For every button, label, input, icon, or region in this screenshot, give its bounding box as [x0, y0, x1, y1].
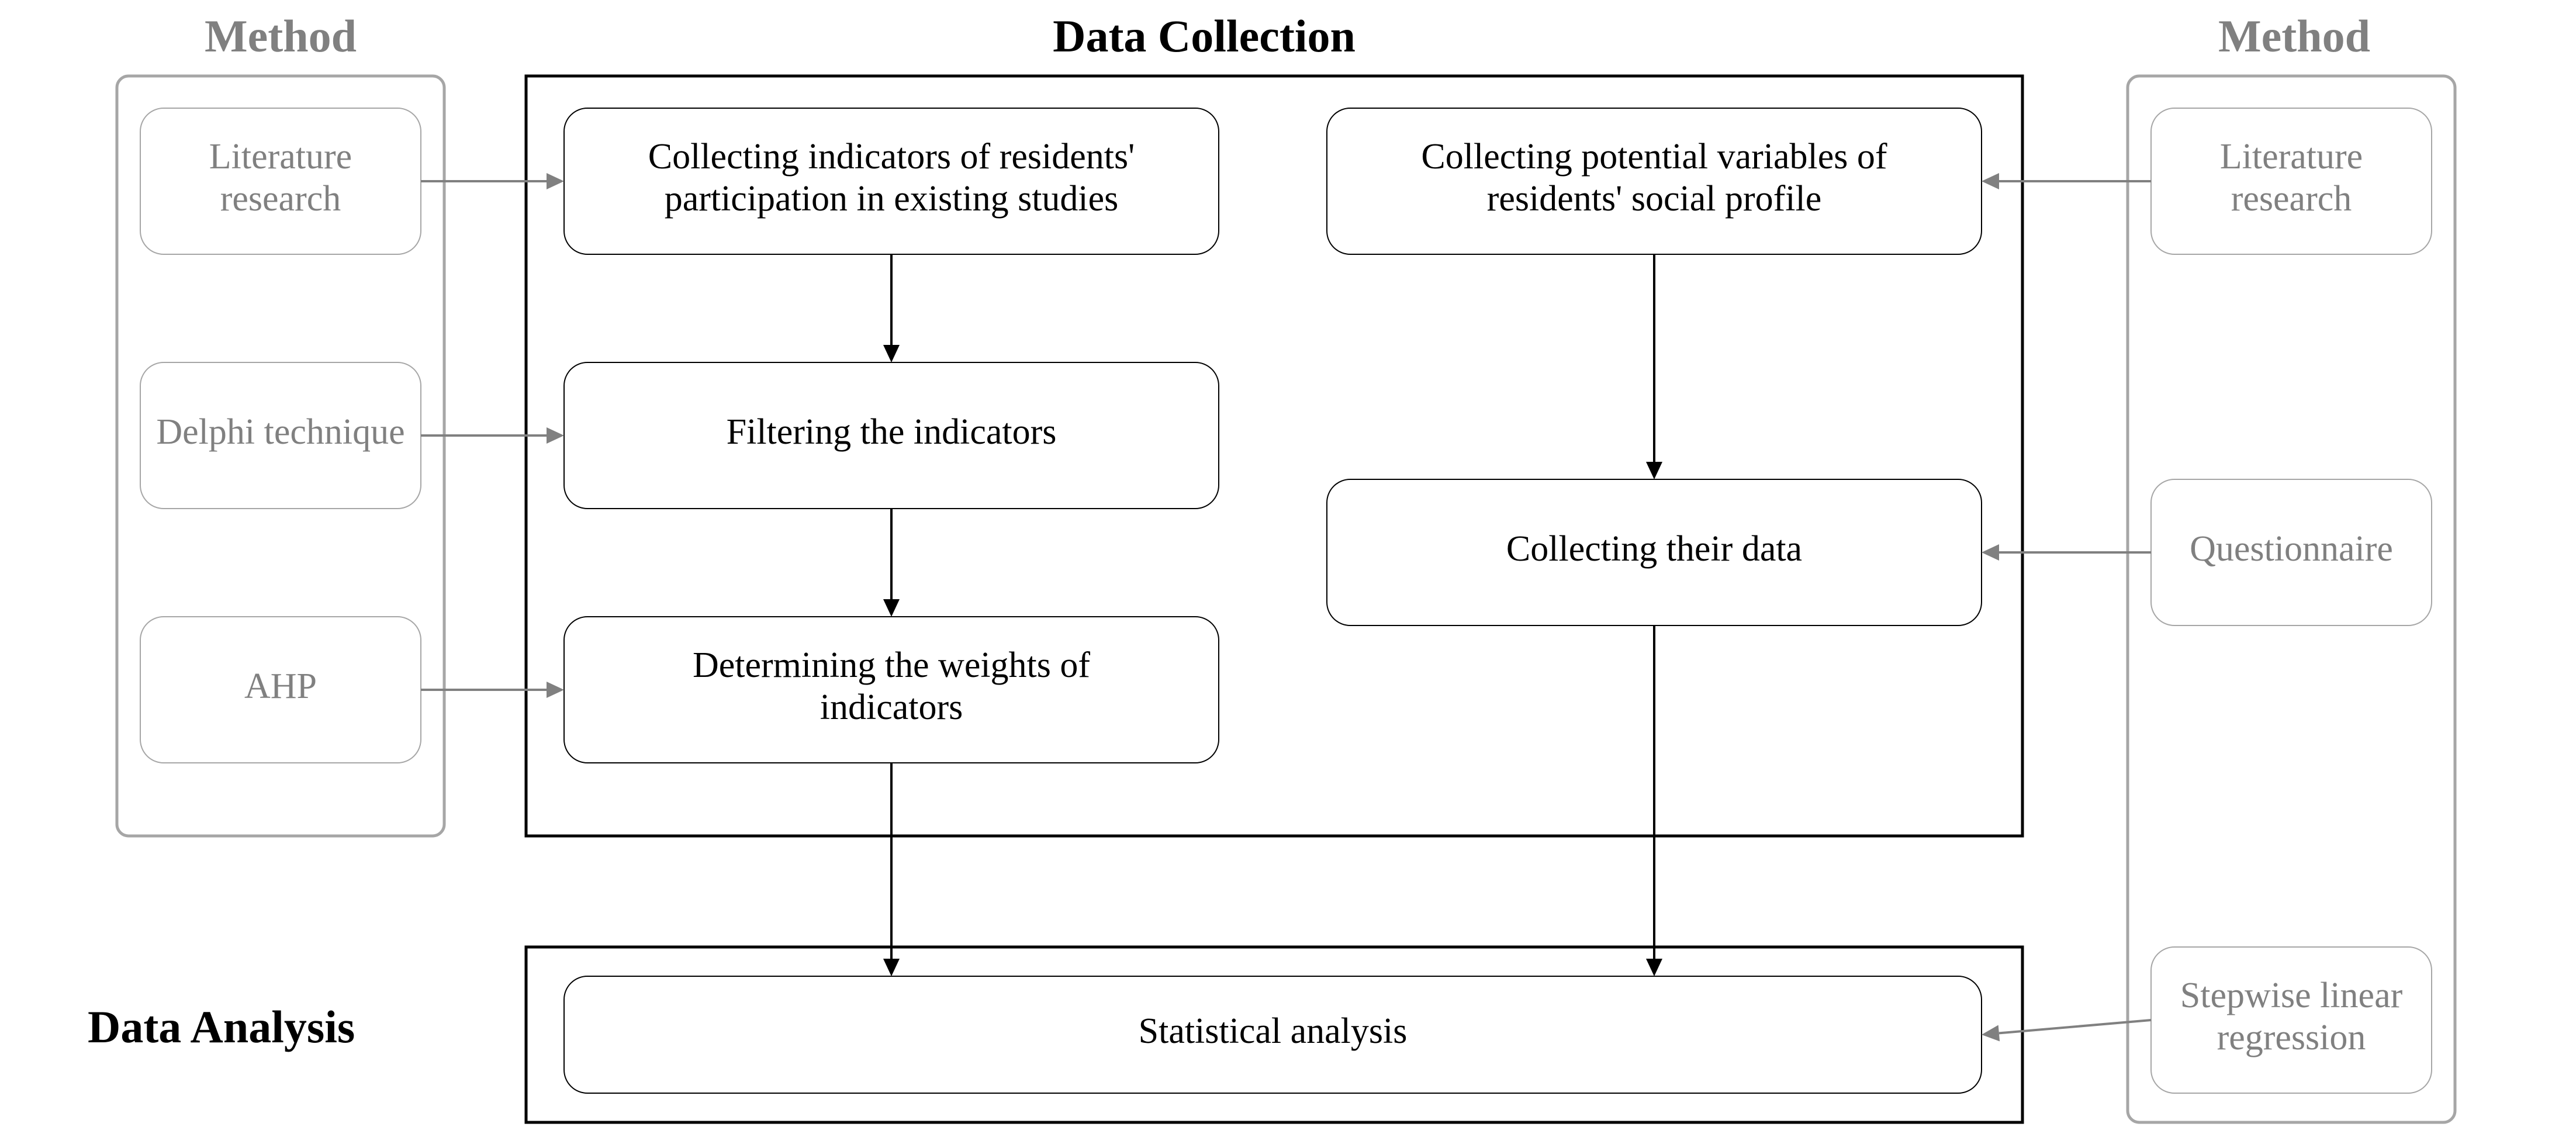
arrow-head-6 — [1646, 462, 1662, 479]
node-label-filter: Filtering the indicators — [727, 412, 1057, 452]
arrow-head-9 — [1982, 544, 1999, 561]
title-method_left: Method — [205, 11, 357, 61]
node-label-questionnaire: Questionnaire — [2190, 529, 2393, 569]
title-data_collection: Data Collection — [1053, 11, 1356, 61]
flowchart-diagram: LiteratureresearchDelphi techniqueAHPCol… — [0, 0, 2576, 1144]
node-label-delphi: Delphi technique — [156, 412, 404, 452]
arrow-head-7 — [1646, 959, 1662, 976]
arrow-head-10 — [1982, 1025, 2000, 1041]
arrow-head-8 — [1982, 173, 1999, 189]
arrow-head-2 — [547, 682, 564, 698]
node-label-stat_analysis: Statistical analysis — [1139, 1011, 1408, 1051]
arrow-head-1 — [547, 427, 564, 444]
title-method_right: Method — [2218, 11, 2370, 61]
node-label-ahp: AHP — [244, 666, 317, 706]
title-data_analysis: Data Analysis — [88, 1001, 355, 1052]
arrow-head-3 — [883, 345, 900, 362]
node-label-collect_data: Collecting their data — [1506, 529, 1802, 569]
arrow-head-0 — [547, 173, 564, 189]
arrow-head-5 — [883, 959, 900, 976]
arrow-head-4 — [883, 599, 900, 617]
